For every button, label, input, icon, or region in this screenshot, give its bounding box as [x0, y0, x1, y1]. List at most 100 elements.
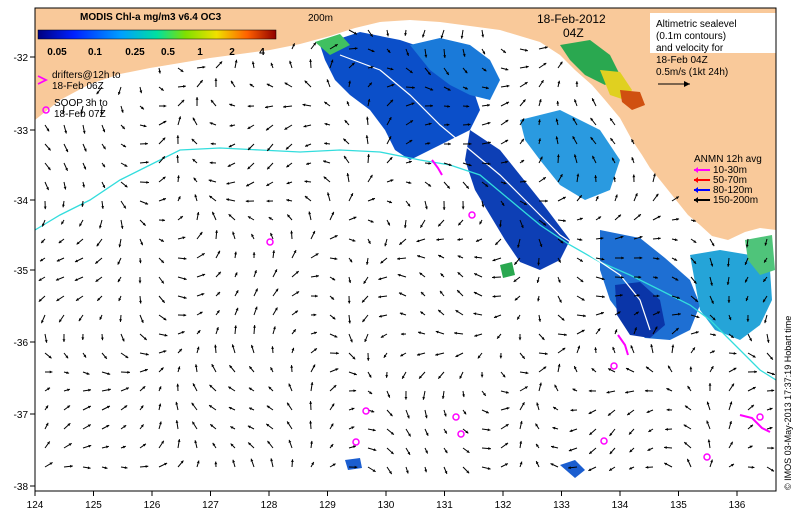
colorbar: MODIS Chl-a mg/m3 v6.4 OC3 0.05 0.1 0.25 0.…	[37, 12, 277, 58]
velocity-arrow-head	[102, 184, 106, 188]
velocity-arrow-head	[369, 174, 373, 178]
velocity-arrow-head	[163, 350, 167, 353]
velocity-arrow-head	[610, 118, 613, 122]
velocity-arrow-head	[122, 445, 126, 449]
velocity-arrow-head	[353, 372, 357, 376]
velocity-arrow-head	[313, 331, 317, 335]
velocity-arrow-head	[251, 61, 255, 65]
velocity-arrow-head	[55, 277, 59, 281]
velocity-arrow-head	[465, 430, 469, 434]
velocity-arrow-head	[502, 50, 506, 53]
velocity-arrow-head	[632, 174, 636, 178]
velocity-arrow-head	[211, 364, 215, 368]
sealevel-contour	[339, 54, 651, 331]
velocity-arrow-head	[366, 358, 370, 361]
velocity-arrow-head	[362, 299, 365, 303]
velocity-arrow-head	[614, 194, 618, 198]
velocity-arrow-head	[369, 33, 373, 37]
velocity-arrow-head	[750, 404, 754, 408]
velocity-arrow-head	[389, 471, 392, 475]
lat-tick-label: -32	[14, 53, 29, 64]
note-line: and velocity for	[656, 43, 724, 54]
velocity-arrow-head	[177, 366, 181, 370]
velocity-arrow-head	[666, 408, 670, 412]
velocity-arrow-head	[59, 319, 62, 323]
velocity-arrow-head	[771, 389, 775, 393]
velocity-arrow-head	[68, 443, 72, 446]
velocity-arrow-head	[447, 104, 451, 108]
velocity-arrow-head	[766, 339, 770, 343]
velocity-arrow-head	[542, 177, 546, 180]
velocity-arrow-head	[63, 186, 67, 190]
velocity-arrow-head	[118, 298, 122, 302]
velocity-arrow-head	[102, 129, 106, 133]
velocity-arrow-head	[323, 176, 327, 180]
velocity-arrow-head	[372, 469, 376, 472]
velocity-arrow-head	[519, 461, 523, 465]
velocity-arrow-head	[247, 216, 251, 219]
velocity-arrow-head	[460, 35, 464, 39]
velocity-arrow-head	[726, 282, 730, 285]
velocity-arrow-head	[693, 280, 697, 284]
velocity-arrow-head	[635, 311, 639, 315]
velocity-arrow-head	[711, 350, 715, 354]
velocity-arrow-head	[514, 261, 518, 265]
velocity-arrow-head	[730, 441, 733, 445]
soop-legend-icon	[42, 106, 50, 114]
velocity-arrow-head	[194, 364, 198, 368]
velocity-arrow-head	[712, 317, 716, 321]
velocity-arrow-head	[543, 222, 547, 226]
credit-text: © IMOS 03-May-2013 17:37:19 Hobart time	[783, 316, 793, 490]
velocity-arrow-head	[572, 136, 576, 140]
velocity-arrow-head	[745, 279, 748, 283]
velocity-arrow-head	[387, 222, 390, 226]
velocity-arrow-head	[693, 240, 697, 243]
velocity-arrow-head	[606, 390, 610, 394]
velocity-arrow-head	[145, 352, 149, 356]
velocity-arrow-head	[668, 365, 671, 369]
velocity-arrow-head	[457, 272, 461, 276]
velocity-arrow-head	[83, 148, 87, 152]
velocity-arrow-head	[695, 331, 699, 334]
velocity-arrow-head	[416, 239, 420, 243]
velocity-arrow-head	[268, 386, 272, 390]
velocity-arrow-head	[557, 279, 561, 283]
velocity-arrow-head	[499, 355, 503, 359]
lon-tick-label: 134	[612, 500, 629, 511]
velocity-arrow-head	[331, 211, 334, 215]
velocity-arrow-head	[232, 231, 235, 235]
velocity-arrow-head	[617, 311, 621, 315]
velocity-arrow-head	[594, 175, 598, 178]
velocity-arrow-head	[287, 402, 290, 406]
velocity-arrow-head	[160, 367, 164, 371]
velocity-arrow-head	[161, 440, 164, 444]
anmn-legend-label: 150-200m	[713, 195, 758, 206]
velocity-arrow-head	[310, 382, 314, 385]
velocity-arrow-head	[192, 421, 195, 425]
velocity-arrow-head	[646, 410, 650, 413]
velocity-arrow-head	[524, 82, 528, 85]
velocity-arrow-head	[145, 465, 149, 468]
velocity-arrow-head	[442, 207, 446, 210]
velocity-arrow-head	[312, 230, 316, 234]
velocity-arrow-head	[521, 160, 525, 163]
velocity-arrow-head	[588, 411, 592, 414]
velocity-arrow-head	[600, 236, 604, 240]
velocity-arrow-head	[373, 448, 377, 452]
velocity-arrow-head	[707, 439, 711, 443]
velocity-arrow-head	[473, 312, 477, 316]
velocity-arrow-head	[745, 244, 749, 248]
velocity-arrow-head	[671, 344, 675, 348]
velocity-arrow-head	[336, 351, 339, 355]
velocity-arrow-head	[752, 386, 756, 390]
velocity-arrow-head	[270, 62, 274, 66]
velocity-arrow-head	[487, 103, 490, 107]
velocity-arrow-head	[270, 367, 274, 371]
velocity-arrow-head	[228, 386, 232, 390]
velocity-arrow-head	[120, 225, 124, 229]
velocity-arrow-head	[371, 49, 375, 53]
velocity-arrow-head	[287, 421, 290, 425]
velocity-arrow-head	[692, 219, 696, 222]
